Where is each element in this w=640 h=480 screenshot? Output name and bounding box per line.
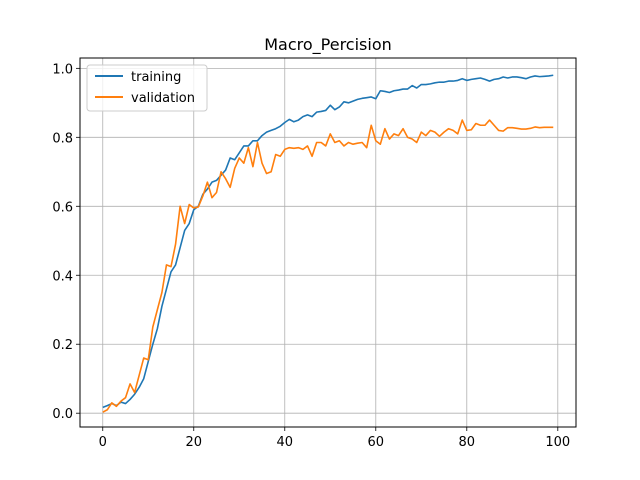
y-tick-label: 0.2 — [52, 338, 73, 353]
series-line-validation — [102, 119, 554, 413]
x-axis-ticks: 0 20 40 60 80 100 — [99, 427, 570, 450]
y-tick-label: 0.4 — [52, 269, 73, 284]
y-tick-label: 1.0 — [52, 62, 73, 77]
legend: training validation — [86, 64, 208, 112]
legend-label-validation: validation — [131, 91, 195, 106]
y-axis-ticks: 0.0 0.2 0.4 0.6 0.8 1.0 — [52, 62, 80, 422]
y-tick-label: 0.8 — [52, 131, 73, 146]
y-tick-label: 0.6 — [52, 200, 73, 215]
series-layer — [102, 74, 554, 413]
x-tick-label: 40 — [276, 435, 293, 450]
x-tick-label: 80 — [459, 435, 476, 450]
y-tick-label: 0.0 — [52, 407, 73, 422]
plot-frame — [79, 57, 577, 428]
grid — [80, 58, 576, 427]
x-tick-label: 20 — [185, 435, 202, 450]
legend-label-training: training — [131, 70, 181, 85]
x-tick-label: 60 — [368, 435, 385, 450]
chart-title: Macro_Percision — [264, 35, 392, 55]
series-line-training — [102, 74, 554, 409]
x-tick-label: 100 — [545, 435, 570, 450]
x-tick-label: 0 — [99, 435, 107, 450]
